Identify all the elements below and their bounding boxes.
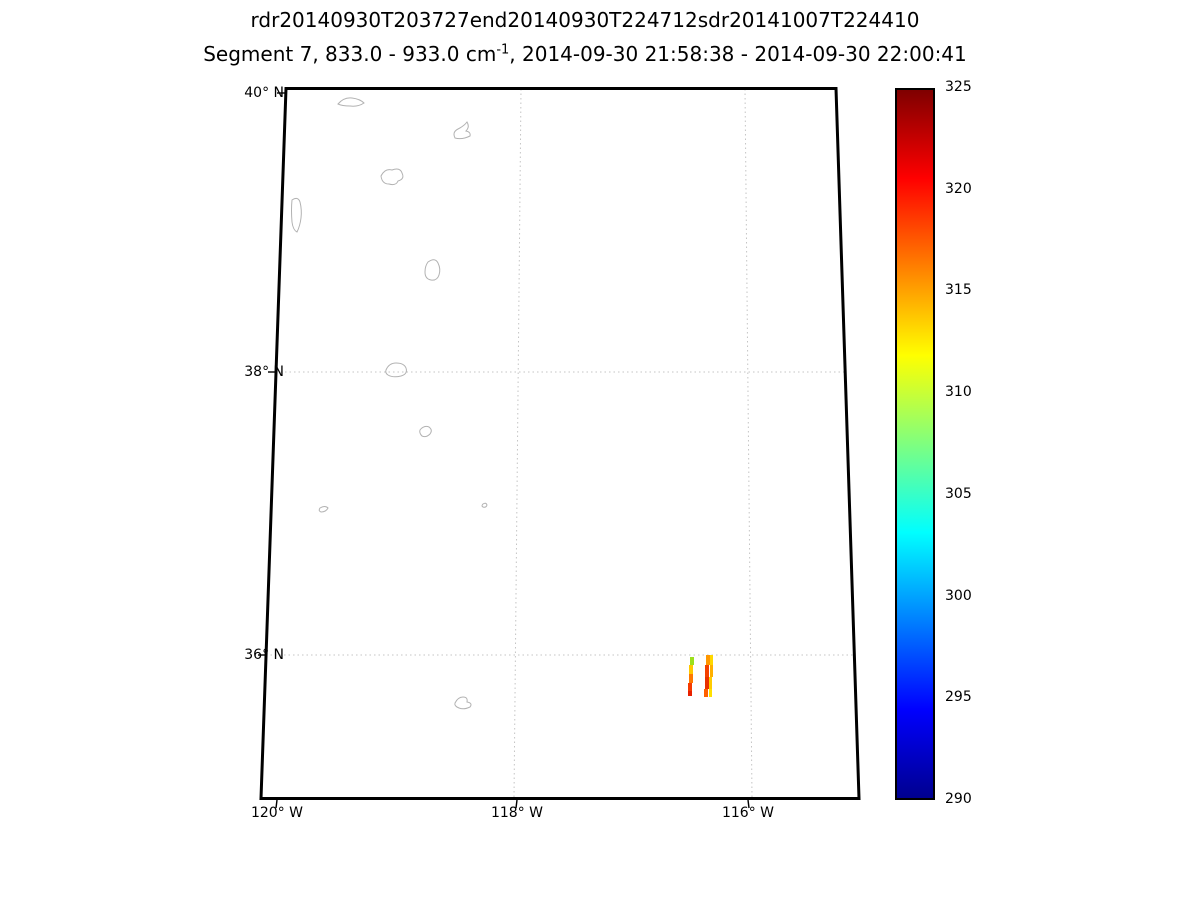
swath-pixel: [705, 677, 709, 689]
swath-pixel: [706, 655, 710, 665]
swath-pixel: [704, 689, 708, 697]
colorbar-tick-label: 295: [945, 689, 972, 706]
lake-contour: [419, 425, 432, 438]
subtitle-superscript: -1: [496, 42, 510, 58]
swath-pixel: [689, 665, 693, 674]
colorbar-tick-label: 290: [945, 791, 972, 807]
map-frame: [259, 87, 861, 800]
lake-contour: [481, 502, 488, 508]
swath-pixel: [709, 689, 712, 697]
colorbar-tick-label: 300: [945, 587, 972, 604]
swath-pixel: [690, 657, 694, 665]
swath-pixel: [705, 665, 709, 677]
colorbar-tick-label: 305: [945, 485, 972, 502]
subtitle-prefix: Segment 7, 833.0 - 933.0 cm: [203, 42, 497, 66]
coastline-contours: [291, 97, 488, 710]
swath-pixel: [710, 665, 713, 677]
swath-pixel: [688, 683, 692, 691]
lake-contour: [291, 197, 302, 233]
lat-label-36n: 36° N: [244, 647, 284, 663]
axis-ticks: [258, 92, 750, 809]
plot-subtitle: Segment 7, 833.0 - 933.0 cm-1, 2014-09-3…: [0, 42, 1170, 66]
lake-contour: [385, 362, 407, 378]
lake-contour: [318, 506, 329, 513]
lat-label-40n: 40° N: [244, 85, 284, 101]
colorbar-tick-label: 325: [945, 79, 972, 95]
plot-title: rdr20140930T203727end20140930T224712sdr2…: [250, 8, 920, 32]
colorbar-tick-label: 320: [945, 180, 972, 197]
swath-pixel: [710, 655, 713, 665]
lake-contour: [337, 97, 365, 107]
swath-pixel: [709, 677, 712, 689]
swath-pixel: [688, 691, 692, 696]
lake-contour: [380, 168, 404, 186]
subtitle-suffix: , 2014-09-30 21:58:38 - 2014-09-30 22:00…: [509, 42, 967, 66]
lon-label-116w: 116° W: [721, 805, 774, 821]
swath-pixel: [689, 674, 693, 683]
data-swath: [688, 655, 713, 697]
gridline-118w: [513, 88, 522, 799]
lat-label-38n: 38° N: [244, 364, 284, 380]
lon-label-120w: 120° W: [250, 805, 303, 821]
lake-contour: [454, 696, 472, 710]
lake-contour: [453, 121, 471, 140]
colorbar-tick-label: 315: [945, 282, 972, 299]
gridline-116w: [744, 88, 753, 799]
lake-contour: [424, 259, 441, 281]
colorbar: [895, 88, 935, 800]
lon-label-118w: 118° W: [490, 805, 543, 821]
graticule: [266, 88, 854, 799]
colorbar-tick-label: 310: [945, 384, 972, 401]
